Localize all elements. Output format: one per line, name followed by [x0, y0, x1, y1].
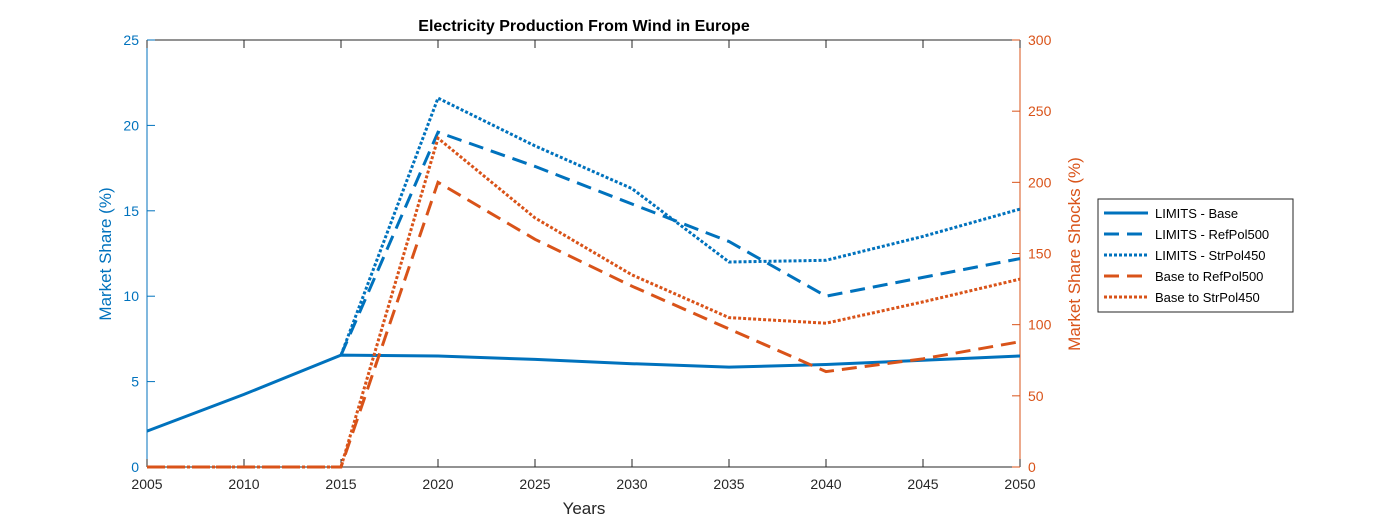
series-line-5 [147, 135, 1021, 469]
legend-label: LIMITS - StrPol450 [1155, 248, 1266, 263]
y-tick-label-right: 100 [1028, 317, 1052, 333]
y-tick-label-left: 5 [131, 374, 139, 390]
axes: 2005 2010 2015 2020 2025 2030 2035 2040 2045 2050… [123, 32, 1051, 492]
x-tick-label: 2040 [810, 476, 841, 492]
y-tick-label-right: 200 [1028, 174, 1052, 190]
y-axis-label-right: Market Share Shocks (%) [1065, 157, 1084, 351]
y-tick-label-right: 0 [1028, 459, 1036, 475]
y-tick-label-right: 250 [1028, 103, 1052, 119]
legend-label: Base to RefPol500 [1155, 269, 1263, 284]
legend-label: LIMITS - RefPol500 [1155, 227, 1269, 242]
legend: LIMITS - Base LIMITS - RefPol500 LIMITS - … [1097, 198, 1294, 313]
y-axis-label-left: Market Share (%) [96, 187, 115, 320]
x-axis-label: Years [563, 499, 606, 518]
legend-label: LIMITS - Base [1155, 206, 1238, 221]
y-tick-label-right: 300 [1028, 32, 1052, 48]
x-tick-label: 2030 [616, 476, 647, 492]
x-tick-label: 2015 [325, 476, 356, 492]
y-tick-label-left: 0 [131, 459, 139, 475]
y-tick-label-left: 25 [123, 32, 139, 48]
y-tick-label-left: 10 [123, 288, 139, 304]
x-tick-label: 2050 [1004, 476, 1035, 492]
legend-label: Base to StrPol450 [1155, 290, 1260, 305]
series-line-1 [146, 353, 1021, 433]
x-tick-label: 2010 [228, 476, 259, 492]
series-layer [146, 96, 1021, 469]
y-tick-label-left: 15 [123, 203, 139, 219]
x-tick-label: 2035 [713, 476, 744, 492]
chart-title: Electricity Production From Wind in Euro… [418, 18, 750, 35]
x-tick-label: 2045 [907, 476, 938, 492]
x-tick-label: 2005 [131, 476, 162, 492]
y-tick-label-right: 50 [1028, 388, 1044, 404]
series-line-2 [339, 130, 1021, 356]
series-line-3 [339, 96, 1021, 356]
series-line-4 [147, 180, 1021, 469]
y-tick-label-left: 20 [123, 117, 139, 133]
y-tick-label-right: 150 [1028, 246, 1052, 262]
x-tick-label: 2025 [519, 476, 550, 492]
x-tick-label: 2020 [422, 476, 453, 492]
